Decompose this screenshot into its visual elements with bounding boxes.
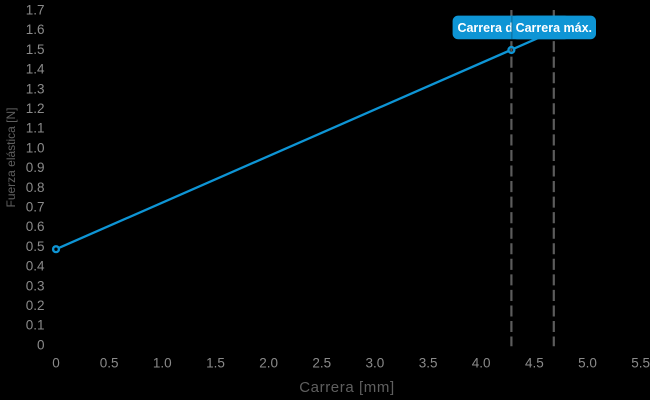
svg-text:0: 0	[37, 337, 45, 352]
svg-text:1.6: 1.6	[26, 22, 45, 37]
svg-text:2.0: 2.0	[259, 356, 278, 371]
svg-text:4.0: 4.0	[472, 356, 491, 371]
svg-text:0.6: 0.6	[26, 219, 45, 234]
svg-text:0.9: 0.9	[26, 160, 45, 175]
svg-text:0.8: 0.8	[26, 180, 45, 195]
svg-text:0.7: 0.7	[26, 200, 45, 215]
svg-text:1.1: 1.1	[26, 121, 45, 136]
svg-text:0.1: 0.1	[26, 318, 45, 333]
svg-text:5.5: 5.5	[631, 356, 650, 371]
svg-text:4.5: 4.5	[525, 356, 544, 371]
svg-text:0.5: 0.5	[26, 239, 45, 254]
svg-text:1.5: 1.5	[26, 42, 45, 57]
svg-text:1.7: 1.7	[26, 3, 45, 18]
svg-text:Carrera máx.: Carrera máx.	[516, 21, 592, 35]
svg-text:1.2: 1.2	[26, 101, 45, 116]
svg-text:1.0: 1.0	[153, 356, 172, 371]
svg-text:0.5: 0.5	[100, 356, 119, 371]
svg-text:1.0: 1.0	[26, 140, 45, 155]
svg-text:2.5: 2.5	[312, 356, 331, 371]
svg-text:0.3: 0.3	[26, 278, 45, 293]
svg-text:5.0: 5.0	[578, 356, 597, 371]
svg-text:1.3: 1.3	[26, 81, 45, 96]
svg-text:0.2: 0.2	[26, 298, 45, 313]
svg-text:1.5: 1.5	[206, 356, 225, 371]
svg-text:0.4: 0.4	[26, 259, 45, 274]
svg-text:Carrera [mm]: Carrera [mm]	[299, 379, 395, 396]
svg-text:3.5: 3.5	[419, 356, 438, 371]
svg-text:1.4: 1.4	[26, 62, 45, 77]
svg-text:3.0: 3.0	[366, 356, 385, 371]
svg-text:0: 0	[52, 356, 60, 371]
svg-text:Fuerza elástica [N]: Fuerza elástica [N]	[4, 107, 18, 207]
